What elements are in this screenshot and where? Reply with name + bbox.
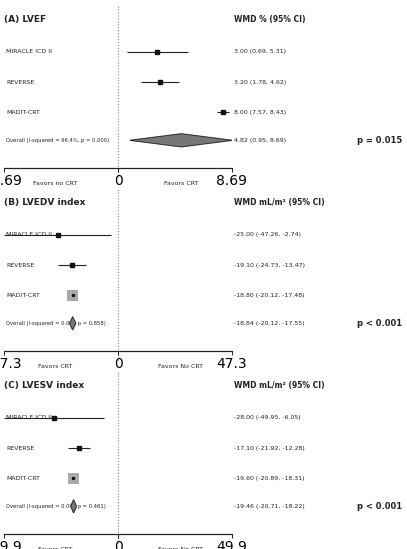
Text: -18.80 (-20.12, -17.48): -18.80 (-20.12, -17.48) [234, 293, 304, 298]
Text: MIRACLE ICD II: MIRACLE ICD II [7, 232, 53, 238]
Text: p < 0.001: p < 0.001 [357, 502, 402, 511]
Text: Favors No CRT: Favors No CRT [158, 547, 203, 549]
Text: REVERSE: REVERSE [7, 446, 35, 451]
Text: Favors CRT: Favors CRT [38, 364, 72, 369]
Text: -19.60 (-20.89, -18.31): -19.60 (-20.89, -18.31) [234, 476, 304, 481]
Text: -28.00 (-49.95, -6.05): -28.00 (-49.95, -6.05) [234, 416, 301, 421]
Text: -25.00 (-47.26, -2.74): -25.00 (-47.26, -2.74) [234, 232, 301, 238]
Text: -19.46 (-20.71, -18.22): -19.46 (-20.71, -18.22) [234, 504, 305, 509]
Text: WMD mL/m² (95% CI): WMD mL/m² (95% CI) [234, 381, 325, 390]
Text: REVERSE: REVERSE [7, 80, 35, 85]
Text: p < 0.001: p < 0.001 [357, 319, 402, 328]
Text: Favors CRT: Favors CRT [38, 547, 72, 549]
Text: (C) LVESV index: (C) LVESV index [4, 381, 84, 390]
Text: 3.20 (1.78, 4.62): 3.20 (1.78, 4.62) [234, 80, 286, 85]
Text: MIRACLE ICD II: MIRACLE ICD II [7, 416, 53, 421]
Text: MIRACLE ICD II: MIRACLE ICD II [7, 49, 53, 54]
Text: MADIT-CRT: MADIT-CRT [7, 110, 40, 115]
Text: REVERSE: REVERSE [7, 263, 35, 268]
Text: -19.10 (-24.73, -13.47): -19.10 (-24.73, -13.47) [234, 263, 305, 268]
Text: MADIT-CRT: MADIT-CRT [7, 476, 40, 481]
Text: 8.00 (7.57, 8.43): 8.00 (7.57, 8.43) [234, 110, 286, 115]
Text: Overall (I-squared = 96.4%, p = 0.000): Overall (I-squared = 96.4%, p = 0.000) [7, 138, 109, 143]
Bar [68, 473, 79, 484]
Text: p = 0.015: p = 0.015 [357, 136, 403, 145]
Text: (B) LVEDV index: (B) LVEDV index [4, 198, 85, 207]
Text: MADIT-CRT: MADIT-CRT [7, 293, 40, 298]
Text: Overall (I-squared = 0.0%, p = 0.461): Overall (I-squared = 0.0%, p = 0.461) [7, 504, 106, 509]
Text: -17.10 (-21.92, -12.28): -17.10 (-21.92, -12.28) [234, 446, 305, 451]
Polygon shape [70, 317, 76, 330]
Text: (A) LVEF: (A) LVEF [4, 15, 46, 24]
Text: WMD mL/m² (95% CI): WMD mL/m² (95% CI) [234, 198, 325, 207]
Text: Favors no CRT: Favors no CRT [33, 181, 77, 186]
Polygon shape [71, 500, 77, 513]
Text: Favors No CRT: Favors No CRT [158, 364, 203, 369]
Text: -18.84 (-20.12, -17.55): -18.84 (-20.12, -17.55) [234, 321, 304, 326]
Text: WMD % (95% CI): WMD % (95% CI) [234, 15, 306, 24]
Text: 3.00 (0.69, 5.31): 3.00 (0.69, 5.31) [234, 49, 286, 54]
Text: Favors CRT: Favors CRT [164, 181, 198, 186]
Text: Overall (I-squared = 0.0%, p = 0.858): Overall (I-squared = 0.0%, p = 0.858) [7, 321, 106, 326]
Bar [67, 290, 79, 301]
Text: 4.82 (0.95, 8.69): 4.82 (0.95, 8.69) [234, 138, 286, 143]
Polygon shape [131, 134, 232, 147]
